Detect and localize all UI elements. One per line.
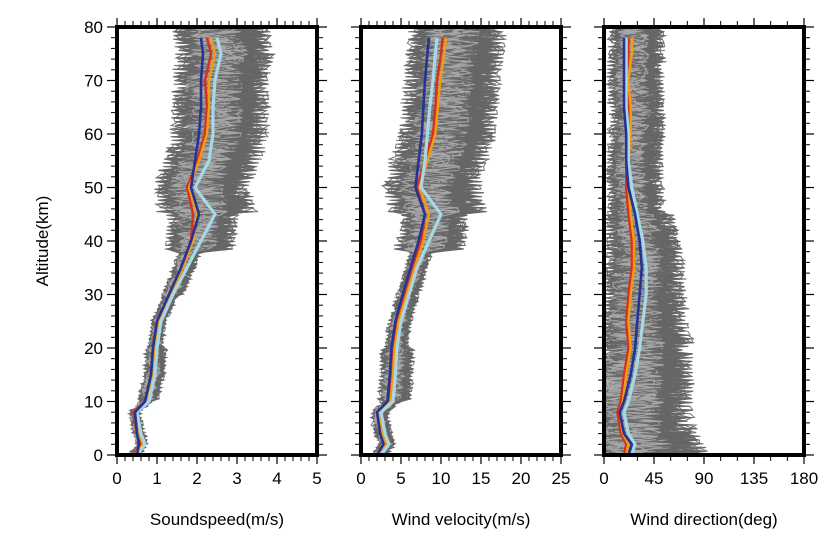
plot-frame xyxy=(602,25,806,457)
x-tick-label: 180 xyxy=(790,469,818,488)
profile-line-4 xyxy=(133,37,205,455)
y-tick-label: 10 xyxy=(84,393,103,412)
y-tick-label: 70 xyxy=(84,72,103,91)
x-tick-label: 2 xyxy=(192,469,201,488)
x-tick-label: 90 xyxy=(695,469,714,488)
plot-frame xyxy=(115,25,319,457)
x-tick-label: 0 xyxy=(599,469,608,488)
wind-velocity-panel: 0 5 10 15 20 25 Wind velocity(m/s) xyxy=(351,18,571,529)
y-tick-label: 20 xyxy=(84,339,103,358)
y-tick-label: 30 xyxy=(84,286,103,305)
x-tick-label: 4 xyxy=(272,469,281,488)
profile-line-3 xyxy=(379,37,443,455)
x-tick-label: 45 xyxy=(645,469,664,488)
x-tick-label: 1 xyxy=(152,469,161,488)
x-tick-label: 5 xyxy=(396,469,405,488)
x-tick-label: 20 xyxy=(512,469,531,488)
y-tick-label: 80 xyxy=(84,18,103,37)
x-axis-title: Wind direction(deg) xyxy=(630,510,777,529)
profile-line-3 xyxy=(622,37,648,455)
x-axis-title: Soundspeed(m/s) xyxy=(150,510,284,529)
y-tick-label: 40 xyxy=(84,232,103,251)
y-tick-label: 0 xyxy=(94,446,103,465)
x-tick-label: 0 xyxy=(112,469,121,488)
profile-line-1 xyxy=(616,37,633,455)
ensemble-profiles xyxy=(604,27,708,455)
x-tick-label: 0 xyxy=(356,469,365,488)
y-tick-label: 50 xyxy=(84,179,103,198)
wind-direction-panel: 0 45 90 135 180 Wind direction(deg) xyxy=(594,18,818,529)
x-tick-label: 15 xyxy=(472,469,491,488)
plot-frame xyxy=(359,25,563,457)
x-tick-label: 25 xyxy=(552,469,571,488)
y-tick-label: 60 xyxy=(84,125,103,144)
x-tick-label: 3 xyxy=(232,469,241,488)
x-tick-label: 135 xyxy=(740,469,768,488)
profile-line-3 xyxy=(135,37,223,455)
y-axis-title: Altitude(km) xyxy=(33,196,52,287)
x-tick-label: 5 xyxy=(312,469,321,488)
profile-line-4 xyxy=(375,37,431,455)
profile-line-4 xyxy=(618,37,644,455)
x-axis-title: Wind velocity(m/s) xyxy=(392,510,531,529)
x-tick-label: 10 xyxy=(432,469,451,488)
